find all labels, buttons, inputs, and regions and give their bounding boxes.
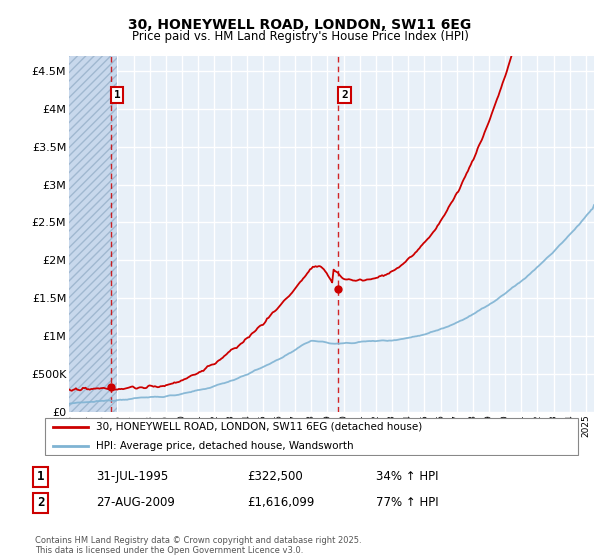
Text: 77% ↑ HPI: 77% ↑ HPI bbox=[376, 496, 438, 509]
Text: £1,616,099: £1,616,099 bbox=[247, 496, 314, 509]
Text: 27-AUG-2009: 27-AUG-2009 bbox=[97, 496, 175, 509]
Text: 2: 2 bbox=[341, 90, 348, 100]
Bar bbox=[69, 56, 118, 412]
Text: Contains HM Land Registry data © Crown copyright and database right 2025.
This d: Contains HM Land Registry data © Crown c… bbox=[35, 535, 362, 555]
Text: 2: 2 bbox=[37, 496, 44, 509]
Text: 31-JUL-1995: 31-JUL-1995 bbox=[97, 470, 169, 483]
Text: 1: 1 bbox=[114, 90, 121, 100]
Text: 30, HONEYWELL ROAD, LONDON, SW11 6EG (detached house): 30, HONEYWELL ROAD, LONDON, SW11 6EG (de… bbox=[96, 422, 422, 432]
FancyBboxPatch shape bbox=[45, 418, 578, 455]
Text: 30, HONEYWELL ROAD, LONDON, SW11 6EG: 30, HONEYWELL ROAD, LONDON, SW11 6EG bbox=[128, 18, 472, 32]
Text: HPI: Average price, detached house, Wandsworth: HPI: Average price, detached house, Wand… bbox=[96, 441, 353, 451]
Text: Price paid vs. HM Land Registry's House Price Index (HPI): Price paid vs. HM Land Registry's House … bbox=[131, 30, 469, 43]
Text: £322,500: £322,500 bbox=[247, 470, 303, 483]
Text: 1: 1 bbox=[37, 470, 44, 483]
Text: 34% ↑ HPI: 34% ↑ HPI bbox=[376, 470, 438, 483]
